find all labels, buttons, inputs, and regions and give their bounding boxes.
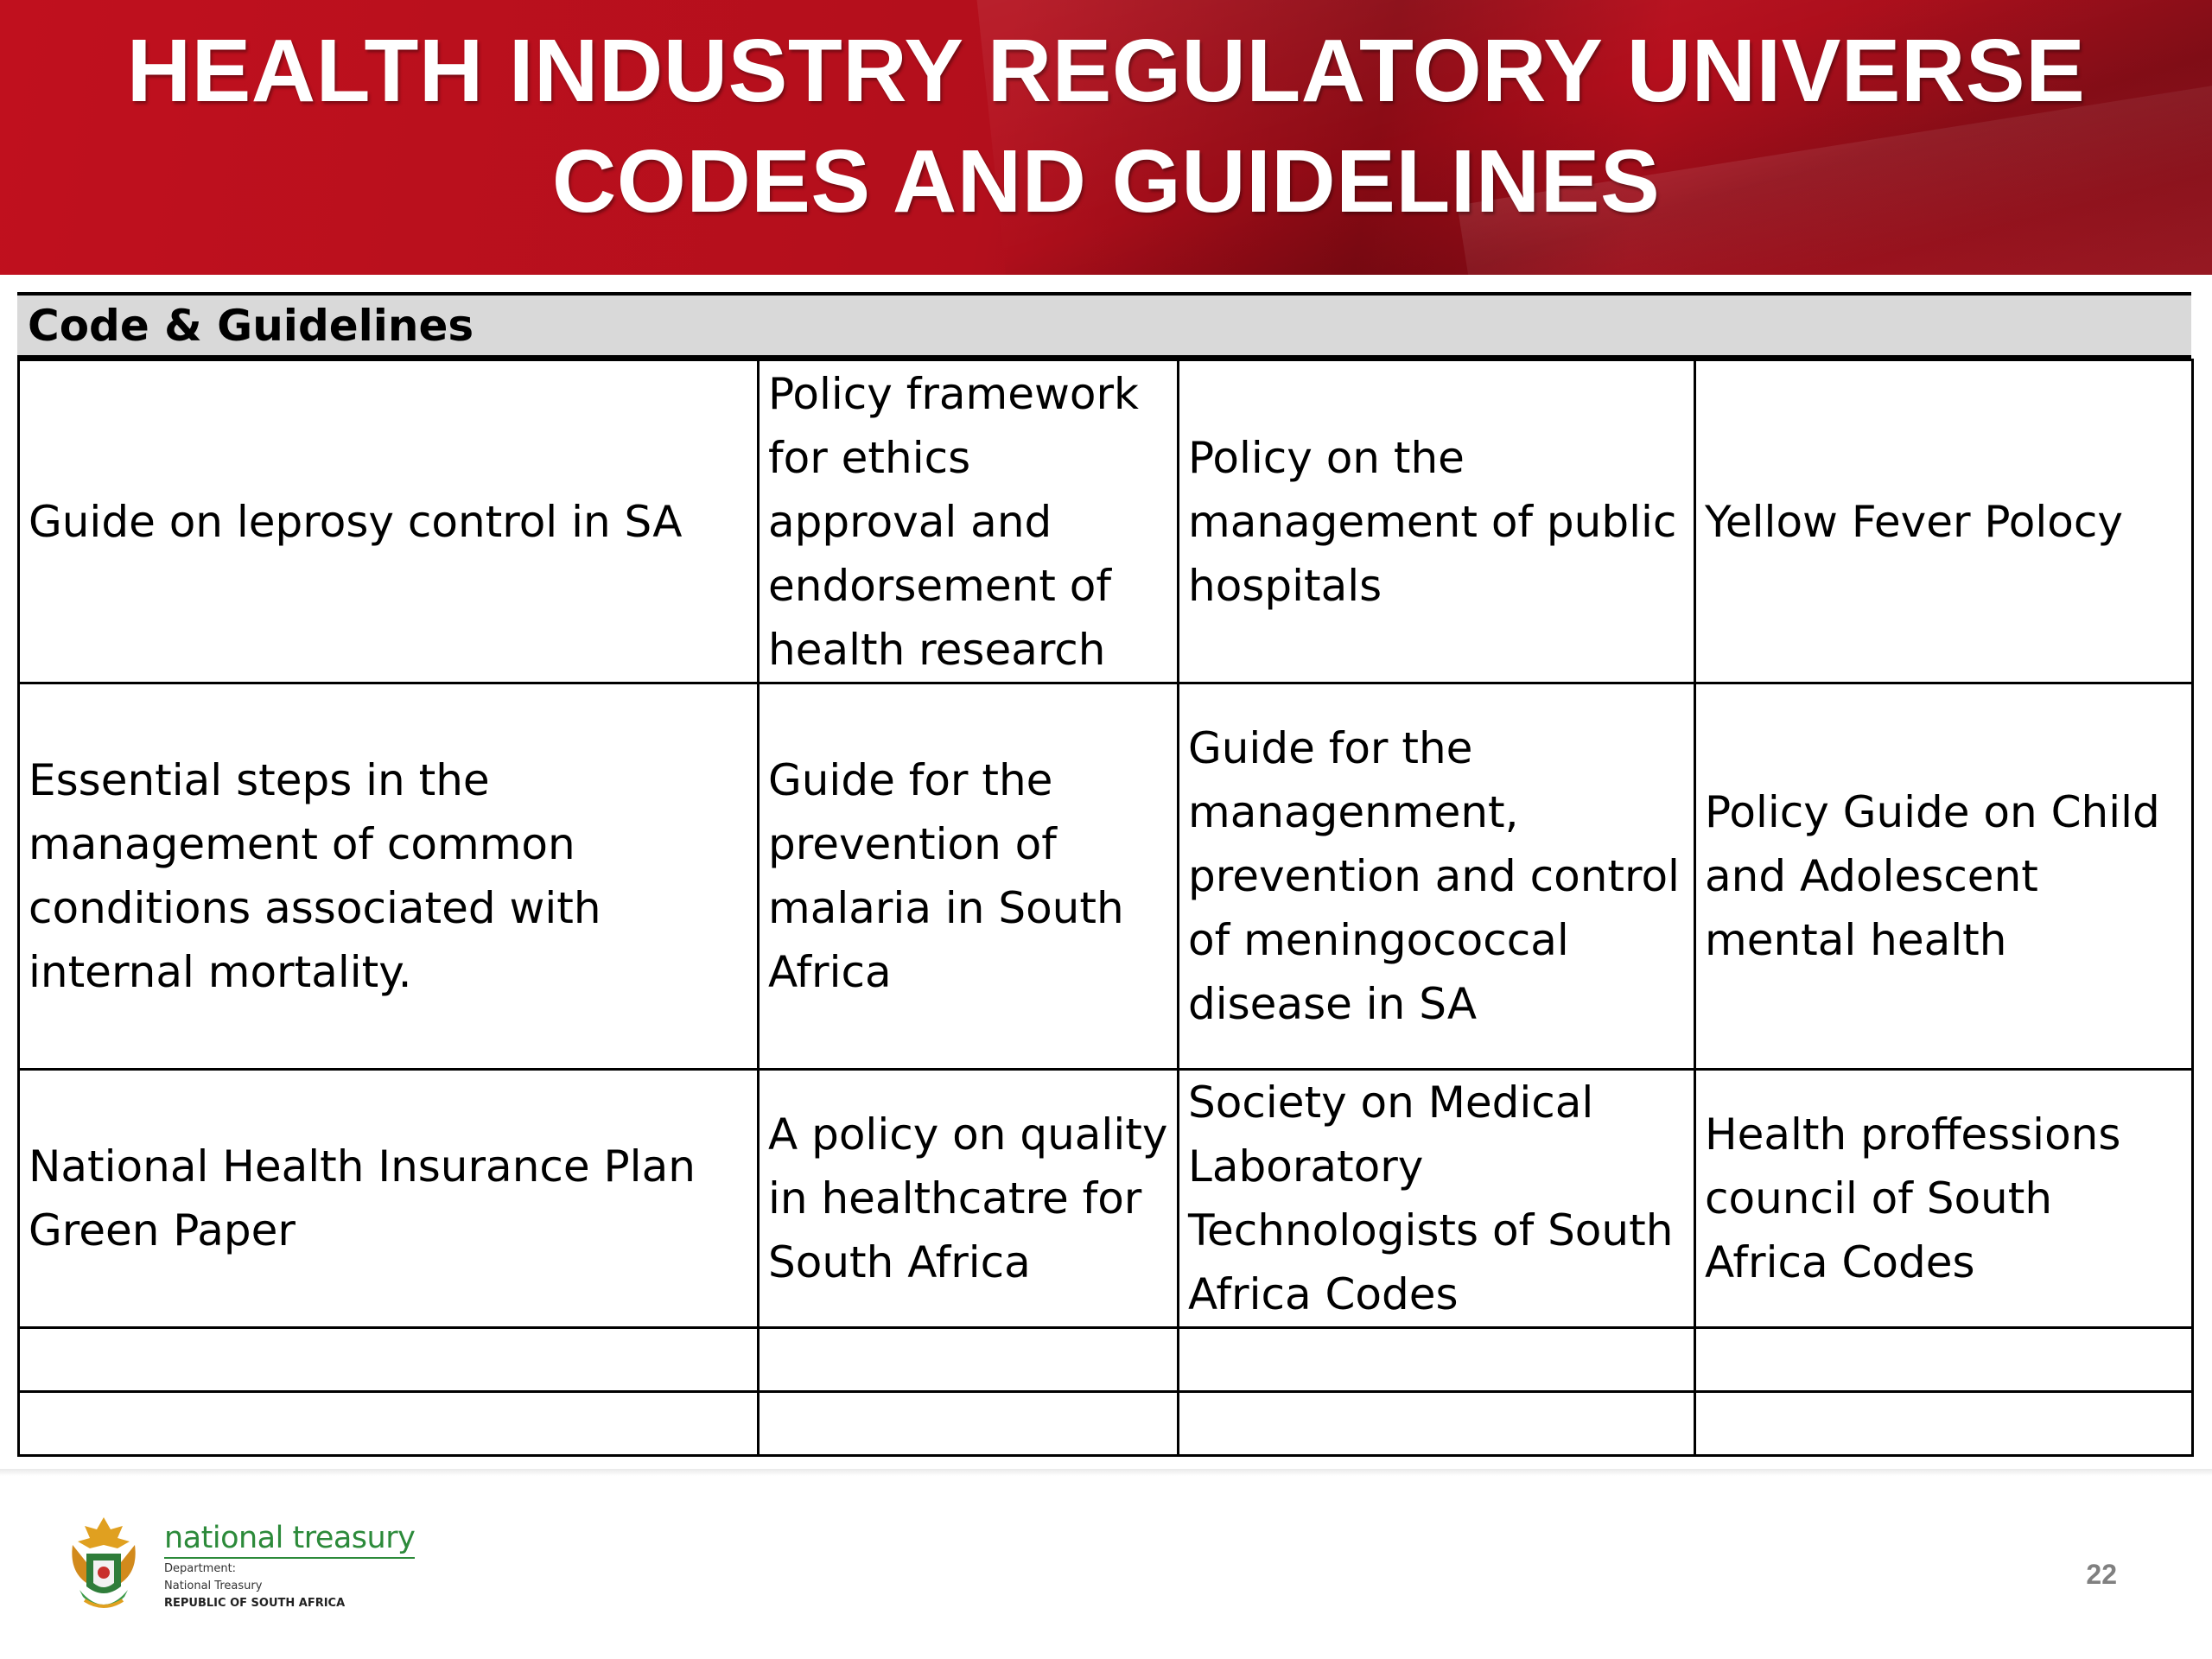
logo-brand-text: national treasury xyxy=(164,1521,416,1559)
table-row: Guide on leprosy control in SA Policy fr… xyxy=(17,359,2194,684)
national-treasury-logo: national treasury Department: National T… xyxy=(164,1521,416,1611)
table-cell: Health proffessions council of South Afr… xyxy=(1694,1068,2194,1329)
table-cell: Policy on the management of public hospi… xyxy=(1177,359,1696,684)
table-cell xyxy=(1694,1326,2194,1393)
table-cell: Yellow Fever Polocy xyxy=(1694,359,2194,684)
table-cell xyxy=(17,1390,760,1457)
footer-divider xyxy=(0,1469,2212,1476)
table-cell xyxy=(757,1390,1179,1457)
coat-of-arms-icon xyxy=(72,1517,136,1608)
title-banner: HEALTH INDUSTRY REGULATORY UNIVERSE CODE… xyxy=(0,0,2212,275)
table-cell: National Health Insurance Plan Green Pap… xyxy=(17,1068,760,1329)
logo-country: REPUBLIC OF SOUTH AFRICA xyxy=(164,1597,346,1610)
table-cell: Guide on leprosy control in SA xyxy=(17,359,760,684)
table-cell xyxy=(1177,1390,1696,1457)
logo-dept-name: National Treasury xyxy=(164,1580,263,1592)
table-cell xyxy=(1694,1390,2194,1457)
slide-title-line-1: HEALTH INDUSTRY REGULATORY UNIVERSE xyxy=(126,21,2086,120)
table-cell xyxy=(757,1326,1179,1393)
table-cell: A policy on quality in healthcatre for S… xyxy=(757,1068,1179,1329)
table-cell: Guide for the managenment, prevention an… xyxy=(1177,682,1696,1071)
table-row-empty xyxy=(17,1326,2194,1393)
slide-title-line-2: CODES AND GUIDELINES xyxy=(551,131,1661,231)
table-cell: Essential steps in the management of com… xyxy=(17,682,760,1071)
logo-dept-label: Department: xyxy=(164,1562,237,1575)
page-number: 22 xyxy=(2086,1559,2117,1590)
codes-table: Code & Guidelines Guide on leprosy contr… xyxy=(17,292,2194,1457)
table-cell: Policy Guide on Child and Adolescent men… xyxy=(1694,682,2194,1071)
table-cell xyxy=(17,1326,760,1393)
table-cell: Guide for the prevention of malaria in S… xyxy=(757,682,1179,1071)
table-header: Code & Guidelines xyxy=(17,292,2191,359)
codes-grid: Guide on leprosy control in SA Policy fr… xyxy=(17,359,2194,1457)
table-cell: Society on Medical Laboratory Technologi… xyxy=(1177,1068,1696,1329)
table-row: Essential steps in the management of com… xyxy=(17,682,2194,1071)
table-row: National Health Insurance Plan Green Pap… xyxy=(17,1068,2194,1329)
slide-title: HEALTH INDUSTRY REGULATORY UNIVERSE CODE… xyxy=(0,16,2212,237)
table-row-empty xyxy=(17,1390,2194,1457)
table-cell xyxy=(1177,1326,1696,1393)
table-cell: Policy framework for ethics approval and… xyxy=(757,359,1179,684)
